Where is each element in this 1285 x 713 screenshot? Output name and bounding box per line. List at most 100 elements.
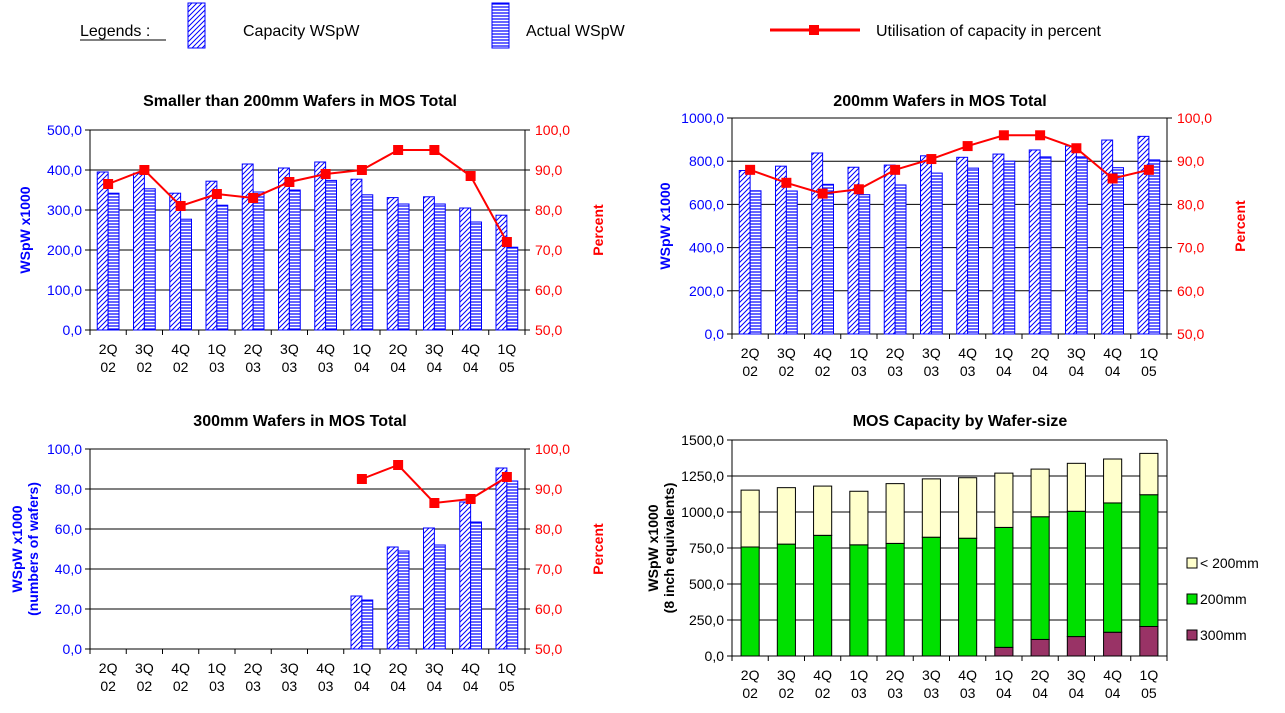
utilisation-marker bbox=[745, 164, 756, 175]
y-tick-label: 0,0 bbox=[63, 641, 83, 657]
bar-actual bbox=[433, 544, 446, 650]
y-tick-label: 0,0 bbox=[705, 326, 725, 342]
x-tick-label: 2Q bbox=[389, 341, 408, 357]
x-tick-label: 04 bbox=[354, 359, 370, 375]
x-tick-label: 04 bbox=[390, 359, 406, 375]
legend-label: 200mm bbox=[1200, 591, 1247, 607]
bar-segment-200mm bbox=[813, 534, 833, 657]
utilisation-marker bbox=[103, 179, 114, 189]
bar-segment-under-200mm bbox=[885, 483, 905, 544]
y2-tick-label: 50,0 bbox=[535, 641, 562, 657]
x-tick-label: 2Q bbox=[886, 667, 905, 683]
bar-capacity bbox=[459, 501, 472, 650]
y-tick-label: 40,0 bbox=[55, 561, 82, 577]
bar-segment-200mm bbox=[1139, 494, 1159, 627]
bar-segment-200mm bbox=[994, 526, 1014, 648]
x-tick-label: 03 bbox=[318, 678, 334, 694]
y-tick-label: 800,0 bbox=[689, 153, 724, 169]
legend: Legends : Capacity WSpW Actual WSpW Util… bbox=[80, 2, 1102, 49]
x-tick-label: 3Q bbox=[280, 660, 299, 676]
chart-title: 200mm Wafers in MOS Total bbox=[833, 93, 1046, 110]
bar-actual bbox=[506, 480, 519, 650]
y-tick-label: 200,0 bbox=[47, 242, 82, 258]
bar-segment-under-200mm bbox=[994, 472, 1014, 528]
x-tick-label: 04 bbox=[1105, 685, 1121, 701]
bar-actual bbox=[361, 599, 374, 650]
legend-swatch-utilisation-marker bbox=[809, 25, 819, 35]
bar-actual bbox=[470, 221, 482, 331]
utilisation-line bbox=[361, 463, 508, 505]
bar-actual bbox=[967, 167, 979, 335]
y-tick-label: 250,0 bbox=[689, 612, 724, 628]
bar-capacity bbox=[314, 161, 327, 331]
y-tick-label: 400,0 bbox=[689, 240, 724, 256]
x-tick-label: 04 bbox=[1032, 685, 1048, 701]
y-tick-label: 1000,0 bbox=[681, 110, 724, 126]
x-tick-label: 4Q bbox=[813, 345, 832, 361]
chart-title: Smaller than 200mm Wafers in MOS Total bbox=[143, 93, 457, 110]
y2-tick-label: 60,0 bbox=[535, 282, 562, 298]
utilisation-marker bbox=[501, 472, 512, 482]
bar-actual bbox=[288, 189, 301, 331]
x-tick-label: 2Q bbox=[741, 345, 760, 361]
bar-capacity bbox=[241, 163, 254, 331]
utilisation-marker bbox=[853, 184, 864, 195]
x-tick-label: 04 bbox=[996, 363, 1012, 379]
x-tick-label: 2Q bbox=[244, 660, 263, 676]
y-axis-label: WSpW x1000 bbox=[9, 505, 25, 592]
x-tick-label: 3Q bbox=[135, 341, 154, 357]
bar-segment-200mm bbox=[885, 542, 905, 657]
bar-segment-200mm bbox=[740, 546, 760, 657]
utilisation-marker bbox=[429, 145, 440, 155]
x-tick-label: 05 bbox=[1141, 685, 1157, 701]
x-tick-label: 05 bbox=[499, 359, 515, 375]
bar-capacity bbox=[775, 165, 787, 335]
y-tick-label: 750,0 bbox=[689, 540, 724, 556]
x-tick-label: 02 bbox=[137, 678, 153, 694]
utilisation-marker bbox=[1035, 130, 1046, 141]
y-axis-label: (numbers of wafers) bbox=[25, 482, 41, 616]
bar-capacity bbox=[205, 180, 218, 331]
y-axis-label: (8 inch equivalents) bbox=[661, 483, 677, 614]
x-tick-label: 1Q bbox=[208, 341, 227, 357]
bar-capacity bbox=[423, 527, 435, 650]
x-tick-label: 2Q bbox=[741, 667, 760, 683]
x-tick-label: 02 bbox=[815, 363, 831, 379]
bar-segment-200mm bbox=[1103, 502, 1123, 633]
x-tick-label: 04 bbox=[463, 359, 479, 375]
utilisation-marker bbox=[890, 164, 901, 175]
y2-tick-label: 100,0 bbox=[535, 441, 570, 457]
y2-axis-label: Percent bbox=[590, 523, 606, 575]
utilisation-marker bbox=[1071, 143, 1082, 154]
y2-tick-label: 50,0 bbox=[1177, 326, 1204, 342]
x-tick-label: 2Q bbox=[99, 341, 118, 357]
bar-segment-300mm bbox=[1066, 636, 1086, 657]
y-tick-label: 60,0 bbox=[55, 521, 82, 537]
bar-actual bbox=[325, 179, 337, 331]
x-tick-label: 1Q bbox=[995, 345, 1014, 361]
bar-segment-under-200mm bbox=[1103, 458, 1123, 504]
bar-segment-under-200mm bbox=[813, 485, 833, 536]
x-tick-label: 03 bbox=[245, 678, 261, 694]
x-tick-label: 2Q bbox=[886, 345, 905, 361]
x-tick-label: 4Q bbox=[461, 341, 480, 357]
bar-actual bbox=[1148, 159, 1161, 335]
x-tick-label: 2Q bbox=[244, 341, 263, 357]
utilisation-marker bbox=[393, 145, 404, 155]
bar-actual bbox=[1075, 156, 1088, 335]
y2-tick-label: 60,0 bbox=[1177, 283, 1204, 299]
legend-label-capacity: Capacity WSpW bbox=[243, 23, 360, 40]
x-tick-label: 03 bbox=[318, 359, 334, 375]
x-tick-label: 03 bbox=[282, 678, 298, 694]
x-tick-label: 03 bbox=[851, 685, 867, 701]
x-tick-label: 03 bbox=[209, 359, 225, 375]
bar-capacity bbox=[350, 178, 363, 331]
bar-segment-under-200mm bbox=[1139, 452, 1159, 496]
bar-capacity bbox=[920, 155, 932, 335]
x-tick-label: 03 bbox=[924, 685, 940, 701]
bar-segment-200mm bbox=[1066, 510, 1086, 638]
bar-capacity bbox=[386, 197, 399, 331]
x-tick-label: 1Q bbox=[498, 341, 517, 357]
y2-tick-label: 60,0 bbox=[535, 601, 562, 617]
bar-segment-200mm bbox=[849, 544, 869, 657]
